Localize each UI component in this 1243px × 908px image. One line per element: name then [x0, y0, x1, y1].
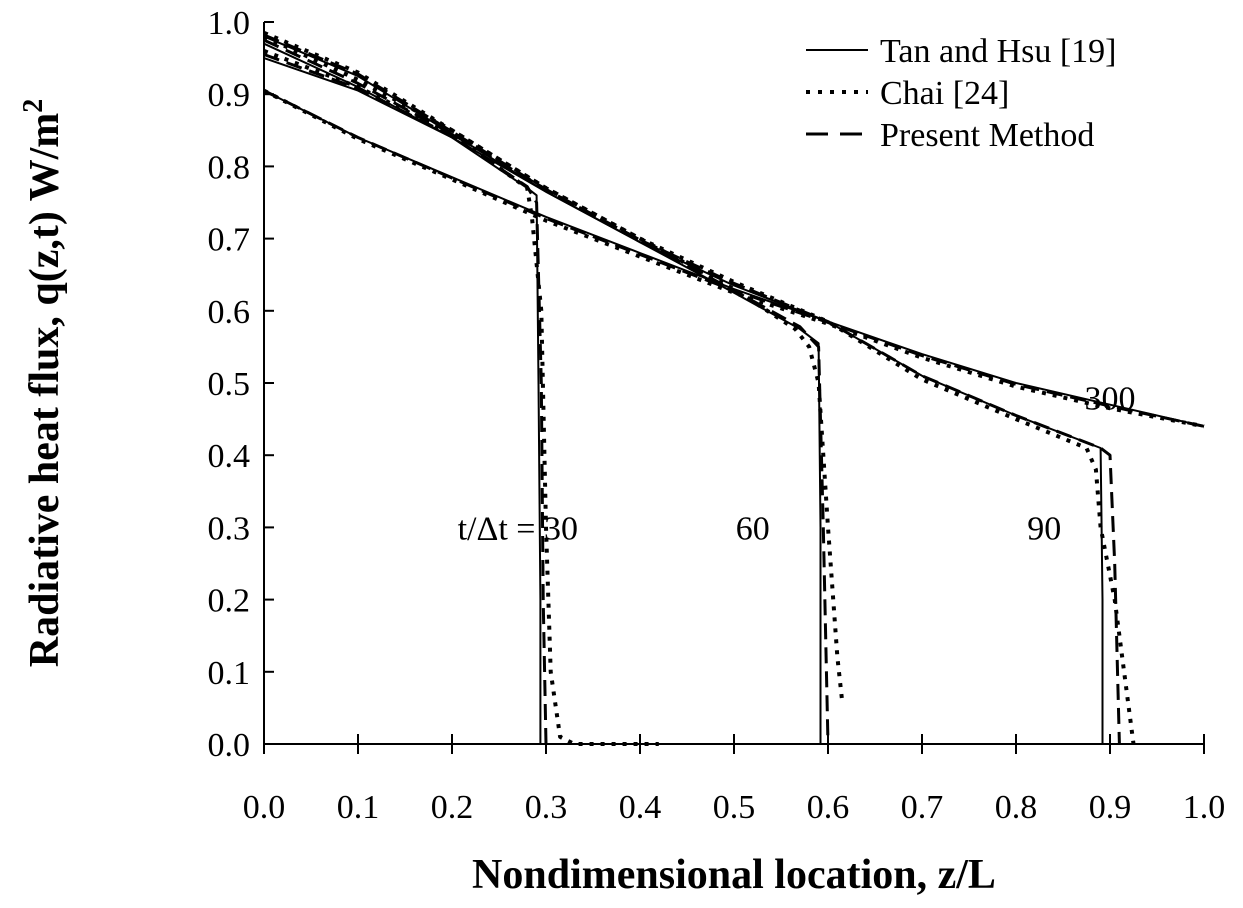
series-line-dotted-4 [263, 34, 845, 701]
series-layer [263, 30, 1205, 746]
y-tick-label: 0.4 [208, 438, 251, 475]
y-axis-title-text: Radiative heat flux, q(z,t) W/m [22, 113, 68, 668]
curve-annotation: t/Δt = 30 [458, 510, 578, 547]
x-tick-label: 0.3 [525, 789, 568, 826]
x-tick-label: 0.8 [995, 789, 1038, 826]
y-tick-label: 1.0 [208, 5, 251, 42]
curve-annotation: 90 [1027, 510, 1061, 547]
y-tick-label: 0.3 [208, 510, 251, 547]
y-tick-label: 0.2 [208, 583, 251, 620]
y-tick-label: 0.0 [208, 727, 251, 764]
x-tick-label: 0.6 [807, 789, 850, 826]
y-tick-label: 0.1 [208, 655, 251, 692]
legend: Tan and Hsu [19] Chai [24] Present Method [806, 33, 1117, 154]
y-axis-title-group: Radiative heat flux, q(z,t) W/m2 [18, 99, 68, 668]
series-line-dashed-5 [263, 38, 830, 745]
y-ticks: 0.0 0.1 0.2 0.3 0.4 0.5 0.6 0.7 0.8 0.9 1.0 [208, 5, 274, 764]
y-tick-label: 0.5 [208, 366, 251, 403]
y-tick-label: 0.9 [208, 77, 251, 114]
x-tick-label: 1.0 [1183, 789, 1226, 826]
x-tick-label: 0.9 [1089, 789, 1132, 826]
y-tick-label: 0.7 [208, 222, 251, 259]
x-tick-label: 0.1 [337, 789, 380, 826]
annotations: t/Δt = 30 60 90 300 [458, 380, 1136, 547]
series-line-dotted-1 [263, 49, 659, 746]
y-axis-title-superscript: 2 [18, 99, 49, 113]
y-axis-title: Radiative heat flux, q(z,t) W/m2 [18, 99, 68, 668]
series-line-dashed-11 [263, 89, 1205, 428]
x-tick-label: 0.2 [431, 789, 474, 826]
x-ticks: 0.0 0.1 0.2 0.3 0.4 0.5 0.6 0.7 0.8 0.9 1.0 [243, 734, 1226, 826]
x-axis-title: Nondimensional location, z/L [472, 852, 996, 898]
y-tick-label: 0.6 [208, 294, 251, 331]
x-tick-label: 0.5 [713, 789, 756, 826]
x-tick-label: 0.0 [243, 789, 286, 826]
y-tick-label: 0.8 [208, 149, 251, 186]
legend-label: Chai [24] [880, 75, 1009, 112]
legend-label: Tan and Hsu [19] [880, 33, 1117, 70]
series-line-dashed-2 [263, 53, 548, 745]
x-tick-label: 0.4 [619, 789, 662, 826]
legend-label: Present Method [880, 117, 1094, 154]
x-tick-label: 0.7 [901, 789, 944, 826]
curve-annotation: 300 [1085, 380, 1136, 417]
curve-annotation: 60 [736, 510, 770, 547]
